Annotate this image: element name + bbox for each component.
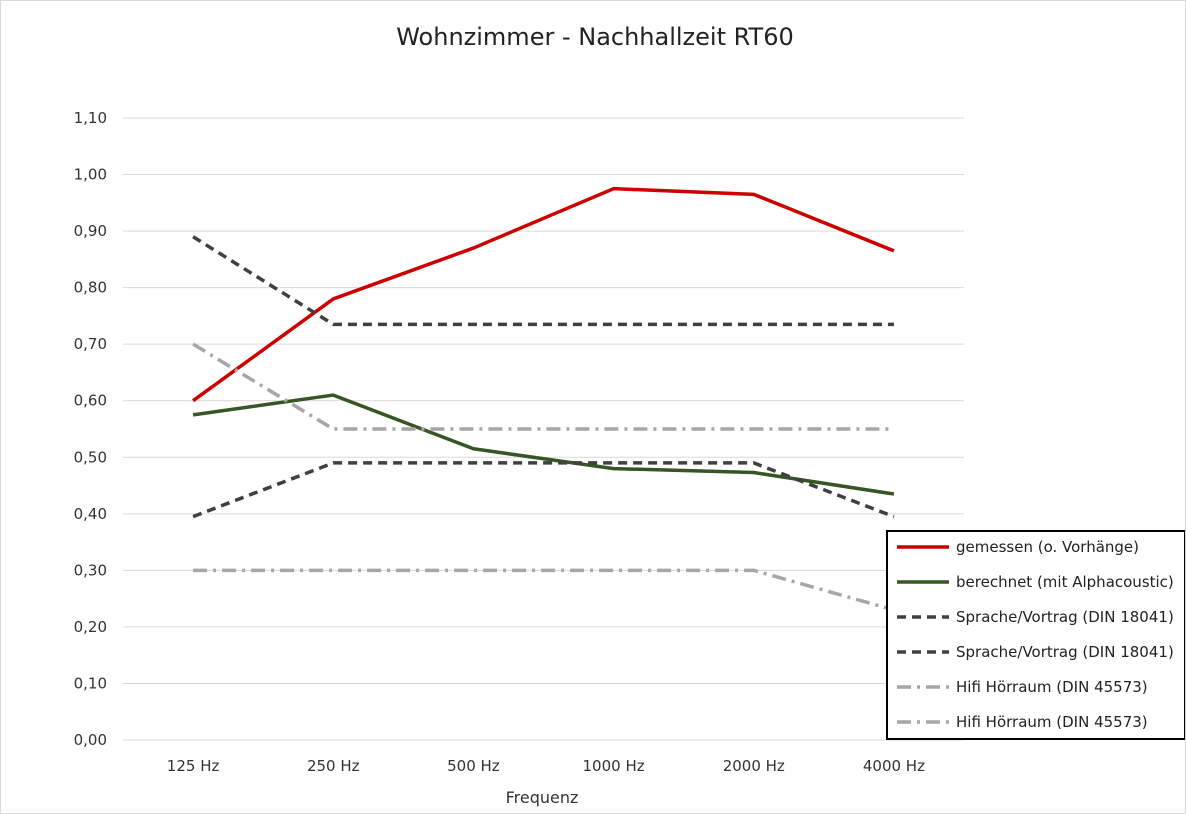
x-tick-labels: 125 Hz 250 Hz 500 Hz 1000 Hz 2000 Hz 4000 Hz <box>167 757 925 775</box>
legend-box <box>886 530 1185 740</box>
series-line-2 <box>192 393 895 496</box>
series-line-4 <box>192 461 895 519</box>
chart-title: Wohnzimmer - Nachhallzeit RT60 <box>396 23 794 51</box>
y-tick-label: 0,10 <box>74 674 107 692</box>
y-tick-label: 0,30 <box>74 561 107 579</box>
y-tick-label: 1,10 <box>74 109 107 127</box>
x-axis-title: Frequenz <box>506 788 579 807</box>
legend-entry: gemessen (o. Vorhänge) <box>956 538 1139 556</box>
series-line-3 <box>192 235 894 327</box>
y-tick-label: 0,00 <box>74 731 107 749</box>
y-tick-label: 0,40 <box>74 505 107 523</box>
x-tick-label: 2000 Hz <box>723 757 785 775</box>
y-tick-label: 1,00 <box>74 166 107 184</box>
y-tick-label: 0,80 <box>74 279 107 297</box>
series-line-1 <box>192 186 895 403</box>
y-tick-label: 0,60 <box>74 392 107 410</box>
y-tick-label: 0,50 <box>74 448 107 466</box>
x-tick-label: 1000 Hz <box>583 757 645 775</box>
x-tick-label: 250 Hz <box>307 757 360 775</box>
series-lines <box>192 186 895 612</box>
x-tick-label: 4000 Hz <box>863 757 925 775</box>
y-tick-label: 0,90 <box>74 222 107 240</box>
legend-entry: Sprache/Vortrag (DIN 18041) <box>956 643 1174 661</box>
legend-entry: Hifi Hörraum (DIN 45573) <box>956 713 1148 731</box>
y-tick-label: 0,20 <box>74 618 107 636</box>
legend-entry: berechnet (mit Alphacoustic) <box>956 573 1174 591</box>
x-tick-label: 125 Hz <box>167 757 220 775</box>
legend-entry: Sprache/Vortrag (DIN 18041) <box>956 608 1174 626</box>
y-tick-labels: 0,00 0,10 0,20 0,30 0,40 0,50 0,60 0,70 0,80 0,90… <box>74 109 107 749</box>
legend: gemessen (o. Vorhänge) berechnet (mit Alp… <box>886 530 1185 740</box>
series-line-5 <box>192 342 894 431</box>
y-tick-label: 0,70 <box>74 335 107 353</box>
series-line-6 <box>193 568 895 612</box>
x-tick-label: 500 Hz <box>447 757 500 775</box>
legend-entry: Hifi Hörraum (DIN 45573) <box>956 678 1148 696</box>
